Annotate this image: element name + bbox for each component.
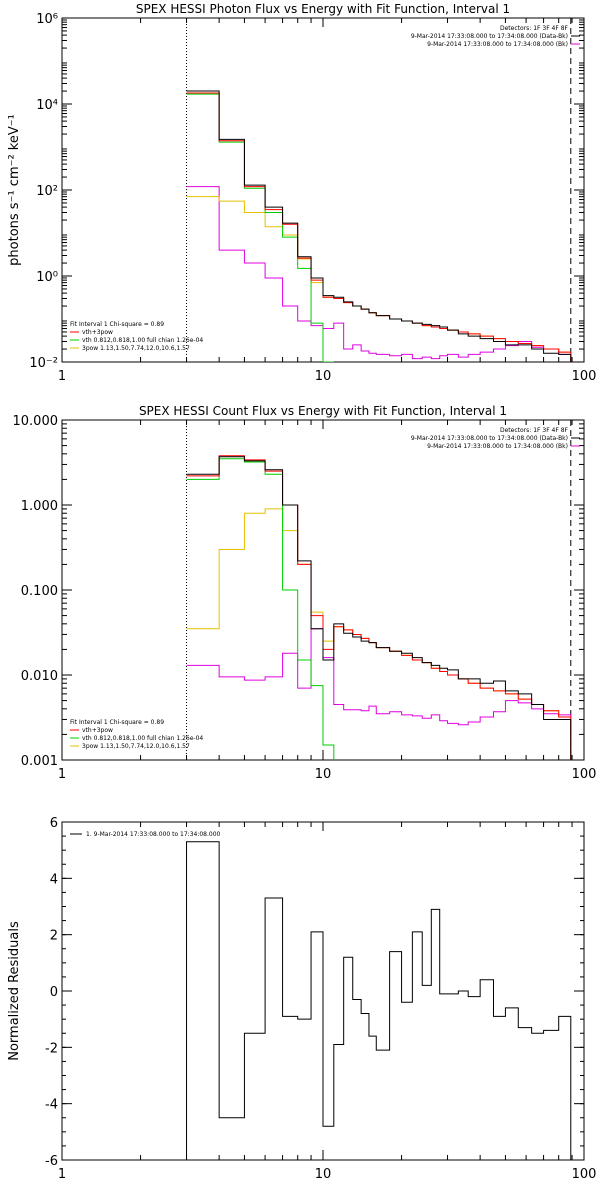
fit-legend-title: Fit Interval 1 Chi-square = 0.89 <box>70 321 164 328</box>
chart-title: SPEX HESSI Photon Flux vs Energy with Fi… <box>136 2 510 16</box>
series-group <box>186 841 572 1160</box>
series-vth-line <box>186 458 335 760</box>
y-tick-label: 4 <box>50 872 58 887</box>
y-tick-label: 0.001 <box>21 754 58 769</box>
y-tick-label: -2 <box>45 1041 58 1056</box>
x-tick-label: 1 <box>58 1167 66 1182</box>
legend-text: Detectors: 1F 3F 4F 8F <box>500 25 569 32</box>
series-vth-3pow-line <box>186 455 572 760</box>
chart-panel-1: SPEX HESSI Photon Flux vs Energy with Fi… <box>7 2 596 384</box>
x-tick-label: 1 <box>58 767 66 782</box>
series-bk-line <box>186 186 572 362</box>
legend-text: Detectors: 1F 3F 4F 8F <box>500 427 569 434</box>
y-axis-label: photons s⁻¹ cm⁻² keV⁻¹ <box>7 114 22 266</box>
chart-title: SPEX HESSI Count Flux vs Energy with Fit… <box>139 404 507 418</box>
y-tick-label: 10⁰ <box>36 270 58 285</box>
series-group <box>186 455 572 760</box>
chart-panel-2: SPEX HESSI Count Flux vs Energy with Fit… <box>13 404 597 782</box>
y-tick-label: 10⁶ <box>36 12 58 27</box>
fit-legend-entry: 3pow 1.13,1.50,7.74,12.0,10.6,1.57 <box>82 345 190 352</box>
series-data-bk-line <box>186 90 572 362</box>
x-tick-label: 1 <box>58 369 66 384</box>
fit-legend-entry: vth+3pow <box>82 329 113 336</box>
y-tick-label: 1.000 <box>21 499 58 514</box>
series-vth-line <box>186 93 334 362</box>
y-tick-label: -4 <box>45 1098 58 1113</box>
y-tick-label: 0 <box>50 985 58 1000</box>
plot-frame <box>61 17 585 363</box>
y-tick-label: 10² <box>36 184 58 199</box>
x-tick-label: 10 <box>315 1167 332 1182</box>
fit-legend-entry: vth 0.812,0.818,1.00 full chian 1.26e-04 <box>82 735 203 742</box>
y-tick-label: 2 <box>50 929 58 944</box>
fit-legend-title: Fit Interval 1 Chi-square = 0.89 <box>70 719 164 726</box>
series-vth-3pow-line <box>186 92 572 362</box>
chart-panel-3: 1 10 100 -6 -4 -2 0 2 4 6 Normalized Residuals 1. 9… <box>7 816 596 1182</box>
y-tick-label: 6 <box>50 816 58 831</box>
y-axis-label: Normalized Residuals <box>7 921 22 1061</box>
legend-text: 9-Mar-2014 17:33:08.000 to 17:34:08.000 … <box>427 41 568 48</box>
y-tick-label: 10.000 <box>13 414 59 429</box>
y-tick-label: 10⁻² <box>29 356 58 371</box>
x-tick-label: 100 <box>572 767 597 782</box>
legend-text: 9-Mar-2014 17:33:08.000 to 17:34:08.000 … <box>427 443 568 450</box>
x-tick-label: 10 <box>315 767 332 782</box>
series-1-9-mar-2014-17-33-08-000-to-17-34-08-000-line <box>186 841 572 1160</box>
x-tick-label: 100 <box>572 369 597 384</box>
legend-text: 9-Mar-2014 17:33:08.000 to 17:34:08.000 … <box>411 435 568 442</box>
fit-legend-entry: 3pow 1.13,1.50,7.74,12.0,10.6,1.57 <box>82 743 190 750</box>
y-tick-label: 10⁴ <box>36 98 58 113</box>
fit-legend-entry: vth+3pow <box>82 727 113 734</box>
series-3pow-line <box>186 508 572 760</box>
legend-text: 1. 9-Mar-2014 17:33:08.000 to 17:34:08.0… <box>86 831 221 838</box>
y-tick-label: 0.100 <box>21 584 58 599</box>
x-tick-label: 10 <box>315 369 332 384</box>
series-3pow-line <box>186 196 572 362</box>
y-tick-label: -6 <box>45 1154 58 1169</box>
series-data-bk-line <box>186 456 572 760</box>
series-group <box>186 90 572 362</box>
fit-legend-entry: vth 0.812,0.818,1.00 full chian 1.26e-04 <box>82 337 203 344</box>
y-tick-label: 0.010 <box>21 669 58 684</box>
legend-text: 9-Mar-2014 17:33:08.000 to 17:34:08.000 … <box>411 33 568 40</box>
x-tick-label: 100 <box>572 1167 597 1182</box>
series-bk-line <box>186 628 572 760</box>
